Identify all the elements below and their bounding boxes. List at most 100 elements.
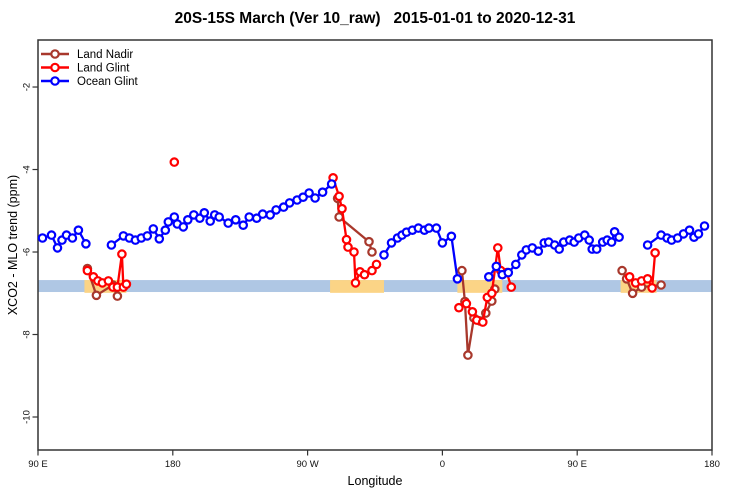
data-point-land-glint bbox=[334, 191, 344, 202]
data-point-land-glint bbox=[341, 234, 352, 245]
data-point-ocean-glint bbox=[304, 188, 314, 198]
y-tick-label: -2 bbox=[22, 83, 33, 91]
legend-marker-1 bbox=[50, 62, 60, 73]
data-point-ocean-glint bbox=[606, 237, 617, 247]
data-point-land-glint bbox=[467, 306, 478, 317]
data-point-land-glint bbox=[103, 276, 114, 286]
data-point-ocean-glint bbox=[693, 229, 704, 239]
data-point-ocean-glint bbox=[244, 212, 255, 222]
x-axis-label: Longitude bbox=[347, 474, 403, 488]
data-point-land-glint bbox=[506, 282, 517, 292]
data-point-ocean-glint bbox=[386, 238, 397, 248]
data-point-ocean-glint bbox=[614, 232, 624, 243]
data-point-land-glint bbox=[169, 157, 180, 167]
x-tick-label: 90 W bbox=[297, 459, 319, 470]
data-point-land-glint bbox=[359, 269, 370, 280]
data-point-ocean-glint bbox=[46, 230, 57, 240]
data-point-ocean-glint bbox=[437, 238, 448, 248]
data-point-ocean-glint bbox=[183, 215, 193, 225]
legend-label-0: Land Nadir bbox=[77, 49, 133, 61]
data-point-ocean-glint bbox=[238, 220, 249, 231]
data-point-ocean-glint bbox=[510, 259, 521, 270]
data-point-ocean-glint bbox=[284, 198, 295, 208]
data-point-ocean-glint bbox=[684, 225, 695, 236]
data-point-land-nadir bbox=[112, 291, 123, 301]
data-point-land-glint bbox=[492, 243, 503, 253]
y-tick-label: -8 bbox=[22, 330, 33, 338]
data-point-ocean-glint bbox=[73, 225, 84, 236]
x-tick-label: 0 bbox=[440, 459, 445, 470]
x-tick-label: 90 E bbox=[28, 459, 48, 470]
data-point-land-nadir bbox=[463, 350, 473, 360]
data-point-land-glint bbox=[350, 278, 361, 288]
data-point-ocean-glint bbox=[178, 222, 189, 232]
data-point-ocean-glint bbox=[230, 215, 241, 225]
legend-label-2: Ocean Glint bbox=[77, 76, 139, 88]
data-point-ocean-glint bbox=[214, 212, 225, 222]
x-tick-label: 180 bbox=[704, 459, 720, 470]
legend-marker-2 bbox=[50, 76, 60, 86]
data-point-land-glint bbox=[371, 259, 382, 270]
data-point-land-nadir bbox=[627, 288, 638, 299]
data-point-ocean-glint bbox=[160, 225, 171, 236]
data-point-ocean-glint bbox=[142, 231, 153, 241]
data-point-land-nadir bbox=[367, 247, 377, 257]
data-point-ocean-glint bbox=[483, 271, 494, 282]
data-point-ocean-glint bbox=[223, 218, 234, 228]
data-point-land-glint bbox=[82, 265, 93, 276]
x-tick-label: 90 E bbox=[567, 459, 587, 470]
data-point-land-nadir bbox=[656, 280, 666, 290]
data-point-ocean-glint bbox=[554, 244, 565, 254]
data-point-ocean-glint bbox=[163, 217, 174, 227]
data-point-land-glint bbox=[121, 279, 132, 290]
data-point-ocean-glint bbox=[317, 187, 328, 198]
data-point-land-glint bbox=[117, 249, 127, 259]
data-point-ocean-glint bbox=[81, 239, 91, 249]
y-tick-label: -4 bbox=[22, 165, 33, 173]
data-point-ocean-glint bbox=[503, 267, 514, 278]
data-point-land-nadir bbox=[457, 265, 467, 276]
y-tick-label: -6 bbox=[22, 248, 33, 256]
data-point-land-glint bbox=[367, 265, 377, 276]
data-point-ocean-glint bbox=[271, 205, 281, 215]
data-point-land-glint bbox=[624, 271, 635, 282]
data-point-ocean-glint bbox=[533, 246, 544, 257]
data-point-ocean-glint bbox=[379, 250, 389, 260]
plot-frame bbox=[37, 39, 713, 451]
x-tick-label: 180 bbox=[165, 459, 181, 470]
data-point-ocean-glint bbox=[265, 210, 276, 220]
data-point-ocean-glint bbox=[148, 224, 159, 234]
data-point-land-glint bbox=[486, 288, 497, 299]
data-point-land-glint bbox=[343, 242, 353, 252]
data-point-ocean-glint bbox=[491, 261, 502, 272]
data-point-land-glint bbox=[337, 203, 347, 214]
data-point-ocean-glint bbox=[37, 233, 48, 243]
data-point-ocean-glint bbox=[326, 179, 337, 189]
data-point-ocean-glint bbox=[424, 223, 434, 233]
data-point-land-nadir bbox=[91, 290, 102, 301]
data-point-land-nadir bbox=[617, 265, 627, 276]
data-point-ocean-glint bbox=[52, 243, 63, 253]
data-point-ocean-glint bbox=[452, 273, 463, 284]
data-point-ocean-glint bbox=[699, 221, 710, 231]
data-point-ocean-glint bbox=[154, 234, 165, 244]
data-point-ocean-glint bbox=[310, 193, 320, 203]
data-point-ocean-glint bbox=[642, 240, 653, 250]
y-tick-label: -10 bbox=[22, 410, 33, 424]
data-point-land-glint bbox=[454, 302, 464, 313]
data-point-land-glint bbox=[642, 273, 653, 284]
data-point-ocean-glint bbox=[446, 231, 457, 242]
legend-label-1: Land Glint bbox=[77, 63, 130, 75]
chart-title: 20S-15S March (Ver 10_raw) 2015-01-01 to… bbox=[174, 10, 576, 27]
data-point-land-nadir bbox=[364, 236, 374, 247]
data-point-land-glint bbox=[477, 317, 488, 327]
data-point-ocean-glint bbox=[106, 240, 117, 250]
data-point-ocean-glint bbox=[199, 208, 210, 218]
data-point-ocean-glint bbox=[584, 235, 595, 245]
data-point-ocean-glint bbox=[257, 209, 268, 219]
data-point-land-glint bbox=[461, 298, 472, 309]
legend-marker-0 bbox=[50, 49, 60, 59]
data-point-ocean-glint bbox=[431, 223, 442, 233]
